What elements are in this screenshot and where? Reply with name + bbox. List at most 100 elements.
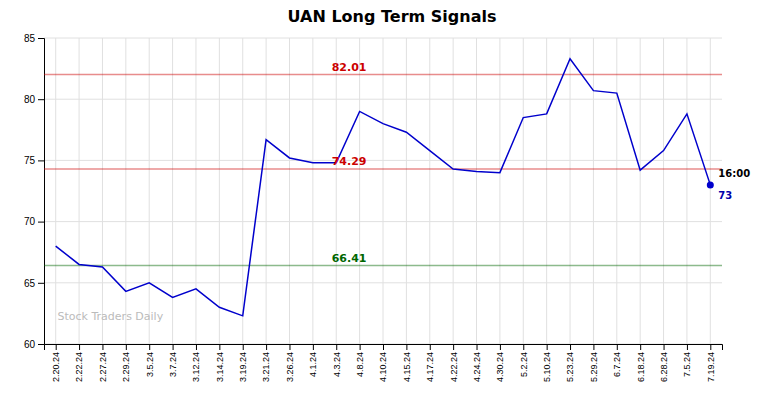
grid-line	[312, 38, 313, 344]
x-tick: 6.28.24	[659, 344, 669, 382]
grid-line	[710, 38, 711, 344]
y-tick-label: 70	[24, 216, 36, 227]
x-tick: 5.2.24	[519, 344, 529, 377]
x-tick-label: 4.22.24	[449, 352, 459, 382]
x-tick: 3.19.24	[238, 344, 248, 382]
y-axis: 606570758085	[24, 33, 45, 350]
x-tick: 4.8.24	[355, 344, 365, 377]
x-tick-label: 5.10.24	[542, 352, 552, 382]
x-tick-label: 4.24.24	[472, 352, 482, 382]
x-tick-mark	[406, 344, 407, 350]
x-tick: 3.12.24	[191, 344, 201, 382]
x-tick-label: 7.19.24	[706, 352, 716, 382]
grid-line	[336, 38, 337, 344]
y-tick: 80	[24, 94, 44, 105]
y-tick: 60	[24, 339, 44, 350]
x-tick-mark	[547, 344, 548, 350]
y-tick-mark	[38, 38, 44, 39]
labels: 82.0174.2966.4116:0073Stock Traders Dail…	[58, 61, 751, 323]
x-tick-mark	[360, 344, 361, 350]
x-tick-label: 3.5.24	[145, 352, 155, 377]
x-tick-mark	[313, 344, 314, 350]
watermark: Stock Traders Daily	[58, 310, 164, 323]
x-tick: 4.17.24	[425, 344, 435, 382]
x-tick-mark	[664, 344, 665, 350]
grid-line	[570, 38, 571, 344]
plot: 2.20.242.22.242.27.242.29.243.5.243.7.24…	[24, 33, 750, 382]
x-tick-mark	[617, 344, 618, 350]
x-tick-mark	[523, 344, 524, 350]
x-tick: 3.5.24	[145, 344, 155, 377]
x-tick-label: 5.23.24	[565, 352, 575, 382]
grid-line	[102, 38, 103, 344]
level-label: 82.01	[332, 61, 367, 74]
x-tick: 2.29.24	[121, 344, 131, 382]
x-tick-mark	[500, 344, 501, 350]
y-tick-label: 60	[24, 339, 36, 350]
x-tick-label: 4.3.24	[332, 352, 342, 377]
y-tick: 65	[24, 278, 44, 289]
x-tick: 7.19.24	[706, 344, 716, 382]
x-tick-mark	[79, 344, 80, 350]
x-tick-label: 5.29.24	[589, 352, 599, 382]
last-point	[707, 181, 714, 188]
line	[56, 59, 711, 316]
annotation: 73	[718, 190, 732, 201]
x-tick-label: 3.21.24	[261, 352, 271, 382]
x-tick-mark	[126, 344, 127, 350]
y-tick-label: 85	[24, 33, 36, 44]
title: UAN Long Term Signals	[288, 7, 497, 26]
grid-line	[79, 38, 80, 344]
grid-line	[242, 38, 243, 344]
grid-line	[523, 38, 524, 344]
x-tick-label: 6.7.24	[612, 352, 622, 377]
level-label: 74.29	[332, 155, 367, 168]
x-tick: 3.7.24	[168, 344, 178, 377]
x-tick: 2.22.24	[74, 344, 84, 382]
x-tick-label: 3.19.24	[238, 352, 248, 382]
x-tick-mark	[453, 344, 454, 350]
x-tick-mark	[430, 344, 431, 350]
x-tick: 4.15.24	[402, 344, 412, 382]
x-tick-mark	[266, 344, 267, 350]
x-tick: 5.23.24	[565, 344, 575, 382]
x-tick: 4.24.24	[472, 344, 482, 382]
x-tick-mark	[477, 344, 478, 350]
grid-line	[546, 38, 547, 344]
x-tick: 7.5.24	[682, 344, 692, 377]
x-tick: 6.18.24	[636, 344, 646, 382]
x-tick-mark	[640, 344, 641, 350]
grid-line	[453, 38, 454, 344]
x-tick: 4.30.24	[495, 344, 505, 382]
x-tick-label: 3.7.24	[168, 352, 178, 377]
x-tick-label: 2.20.24	[51, 352, 61, 382]
grid-line	[195, 38, 196, 344]
x-tick: 2.20.24	[51, 344, 61, 382]
grid	[44, 38, 722, 344]
x-axis: 2.20.242.22.242.27.242.29.243.5.243.7.24…	[45, 344, 723, 382]
x-axis-line	[45, 345, 723, 351]
x-tick: 4.22.24	[449, 344, 459, 382]
x-tick: 4.10.24	[378, 344, 388, 382]
x-tick: 4.1.24	[308, 344, 318, 377]
marks	[44, 59, 722, 316]
x-tick: 5.10.24	[542, 344, 552, 382]
x-tick-label: 3.26.24	[285, 352, 295, 382]
annotation: 16:00	[718, 168, 750, 179]
y-tick-mark	[38, 344, 44, 345]
grid-line	[55, 38, 56, 344]
x-tick-label: 6.18.24	[636, 352, 646, 382]
x-tick-label: 5.2.24	[519, 352, 529, 377]
grid-line	[383, 38, 384, 344]
y-tick-mark	[38, 222, 44, 223]
x-tick-mark	[196, 344, 197, 350]
x-tick-label: 4.15.24	[402, 352, 412, 382]
x-tick-mark	[687, 344, 688, 350]
x-tick-mark	[219, 344, 220, 350]
x-tick-label: 2.22.24	[74, 352, 84, 382]
grid-line	[476, 38, 477, 344]
chart: UAN Long Term Signals2.20.242.22.242.27.…	[0, 0, 784, 398]
x-tick-mark	[173, 344, 174, 350]
x-tick-mark	[383, 344, 384, 350]
y-tick-mark	[38, 283, 44, 284]
